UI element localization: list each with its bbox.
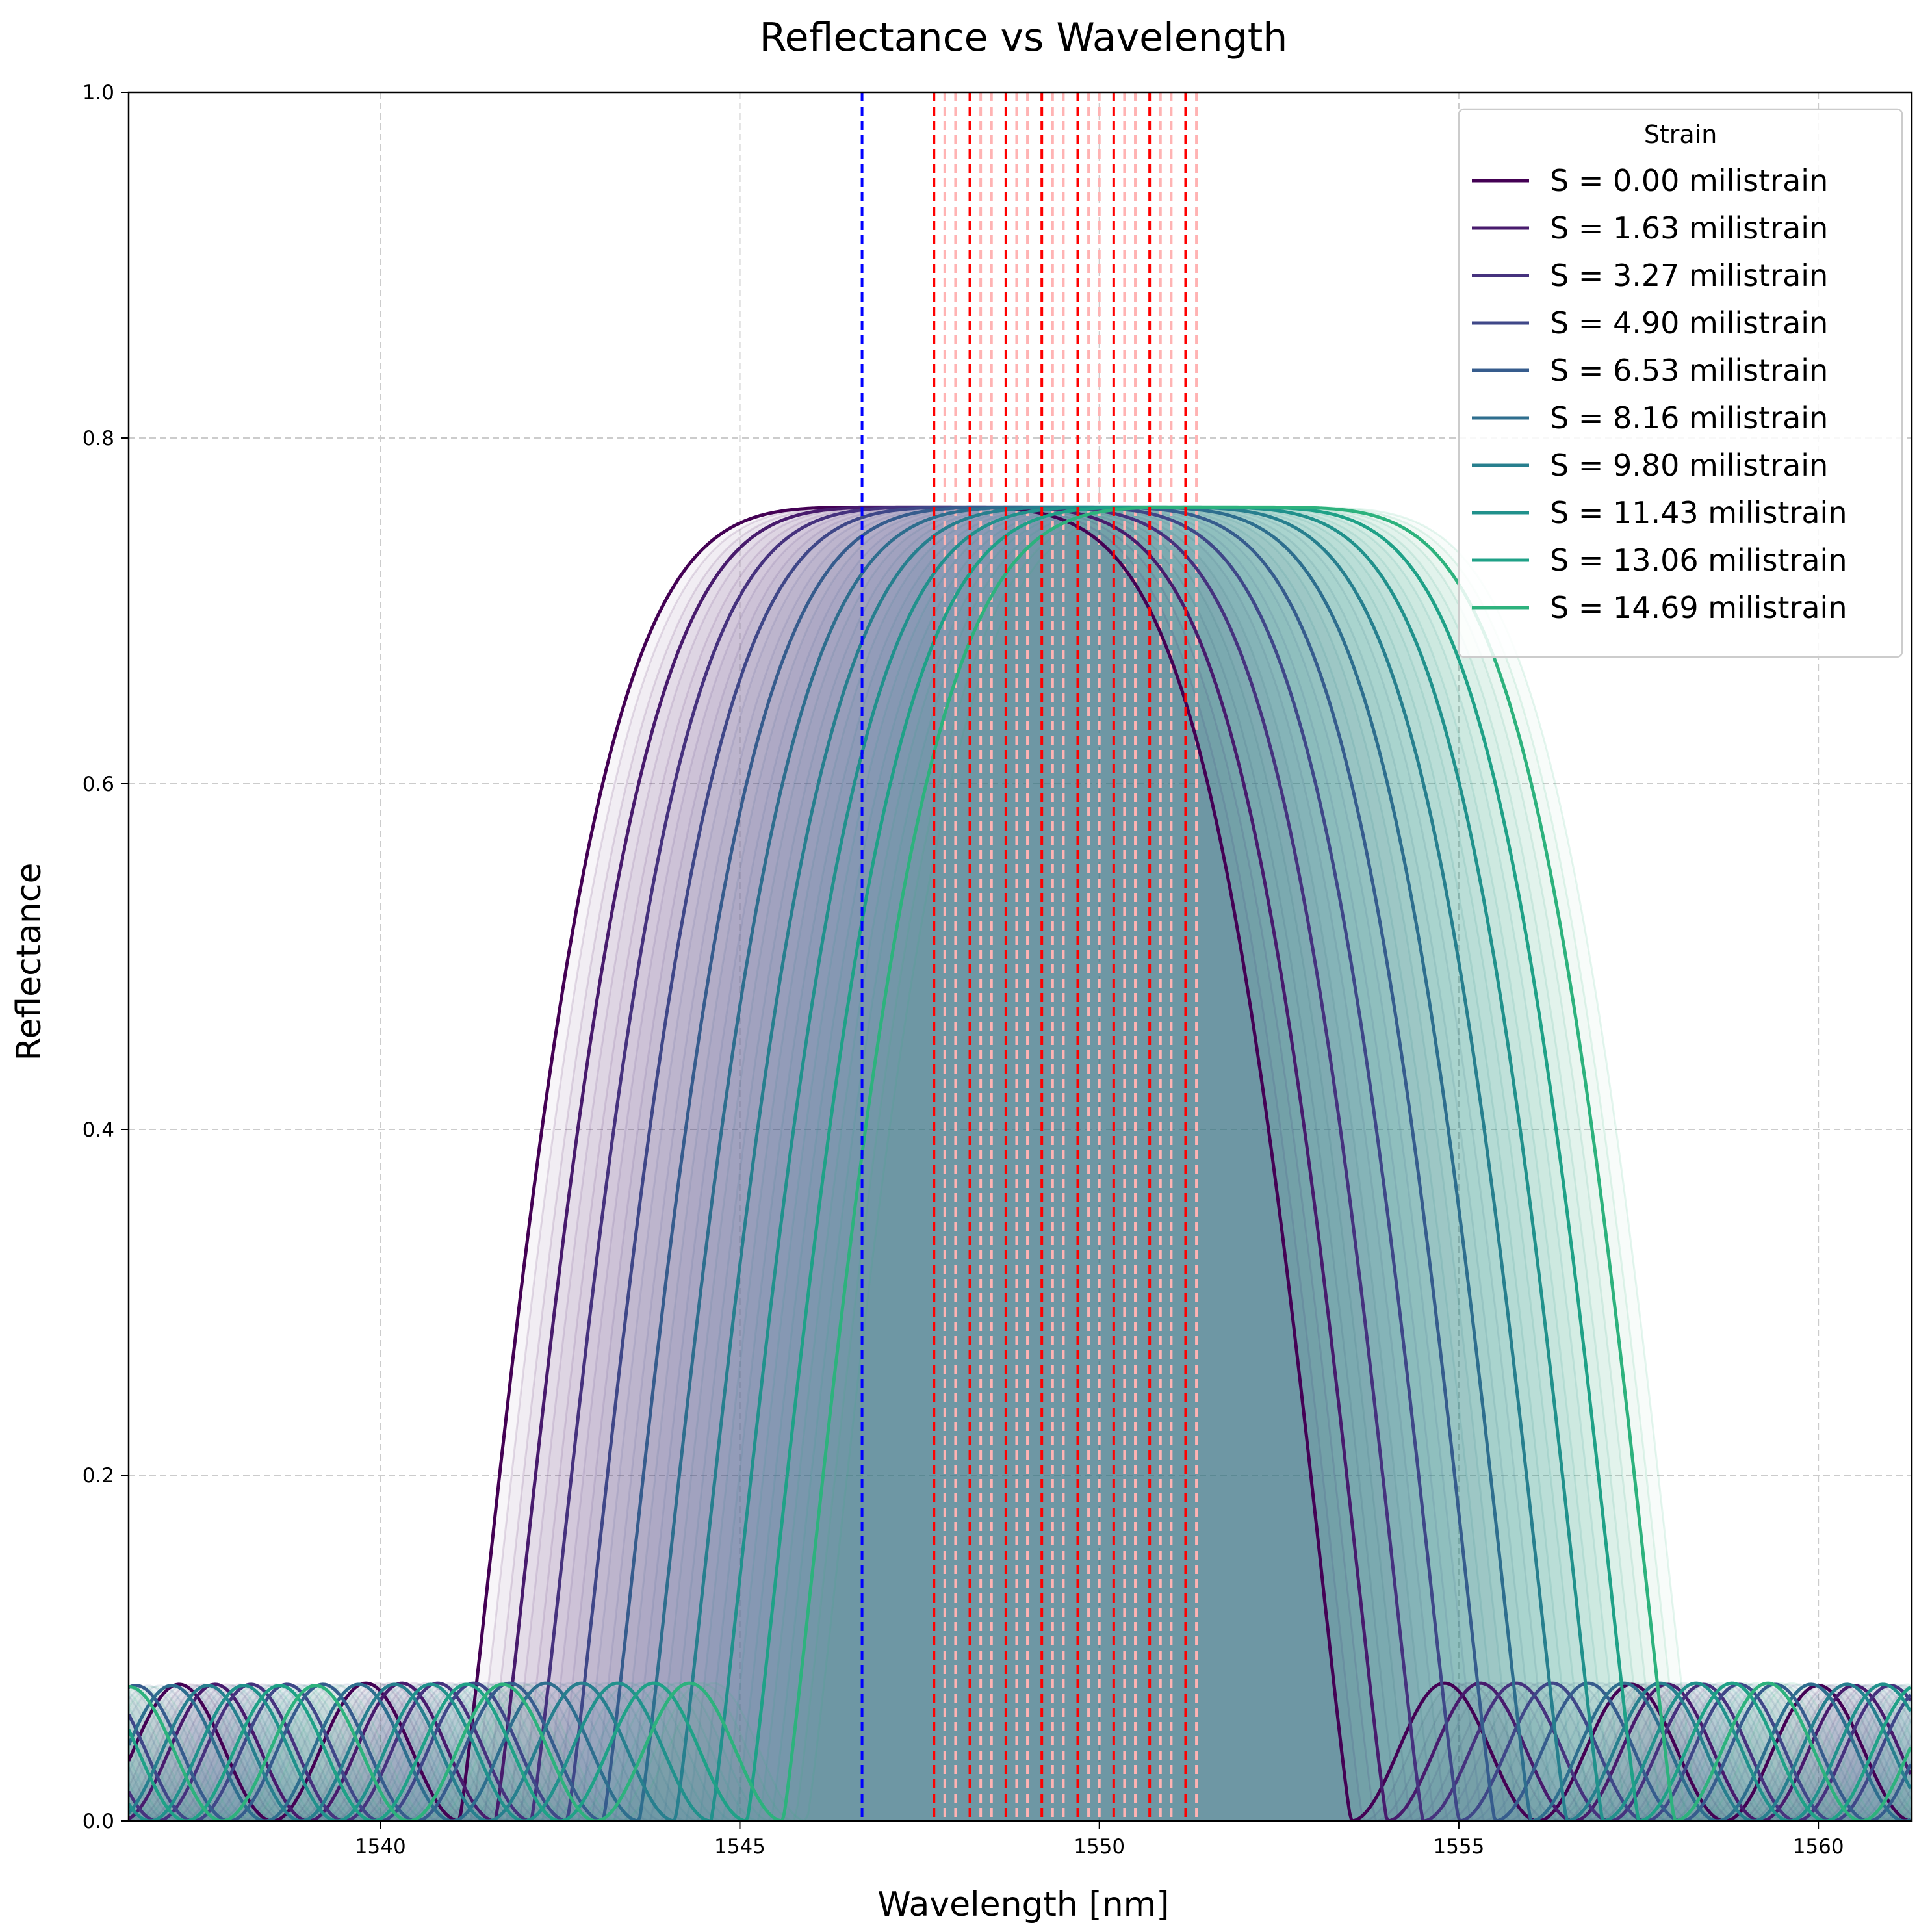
y-tick-label: 1.0 — [83, 81, 114, 105]
y-axis-title: Reflectance — [10, 863, 49, 1061]
axes-frame — [127, 91, 1913, 1822]
x-tick-label: 1545 — [714, 1835, 766, 1859]
series-line-8 — [129, 505, 1912, 1821]
x-tick-label: 1560 — [1793, 1835, 1844, 1859]
legend-entry-3: S = 4.90 milistrain — [1550, 305, 1828, 341]
axes: 1540 1545 1550 1555 1560 0.0 0.2 0.4 0.6 0.8 1.0 — [83, 81, 1913, 1859]
legend-title: Strain — [1644, 120, 1718, 149]
chart-title: Reflectance vs Wavelength — [760, 15, 1288, 60]
series-line-9 — [129, 505, 1912, 1821]
legend-entry-6: S = 9.80 milistrain — [1550, 448, 1828, 483]
y-tick-label: 0.4 — [83, 1118, 114, 1142]
legend-entry-8: S = 13.06 milistrain — [1550, 543, 1847, 578]
series-line-7 — [129, 505, 1912, 1821]
legend-entry-0: S = 0.00 milistrain — [1550, 163, 1828, 198]
series-line-6 — [129, 505, 1912, 1821]
spectrum-fill — [129, 506, 1912, 1821]
x-axis-title: Wavelength [nm] — [877, 1885, 1169, 1924]
y-tick-label: 0.0 — [83, 1810, 114, 1833]
legend-entry-5: S = 8.16 milistrain — [1550, 400, 1828, 435]
legend-entry-9: S = 14.69 milistrain — [1550, 590, 1847, 625]
spectrum-fill — [129, 506, 1912, 1821]
legend-entry-2: S = 3.27 milistrain — [1550, 258, 1828, 293]
legend: Strain S = 0.00 milistrain S = 1.63 milist… — [1458, 108, 1903, 658]
spectrum-fill — [129, 506, 1912, 1821]
x-tick-label: 1550 — [1074, 1835, 1125, 1859]
legend-entry-7: S = 11.43 milistrain — [1550, 495, 1847, 530]
y-tick-label: 0.2 — [83, 1464, 114, 1488]
y-tick-label: 0.8 — [83, 427, 114, 450]
legend-entry-1: S = 1.63 milistrain — [1550, 211, 1828, 246]
x-tick-label: 1540 — [355, 1835, 406, 1859]
legend-box — [1458, 108, 1903, 658]
x-tick-label: 1555 — [1433, 1835, 1484, 1859]
y-tick-label: 0.6 — [83, 773, 114, 796]
legend-entry-4: S = 6.53 milistrain — [1550, 353, 1828, 388]
